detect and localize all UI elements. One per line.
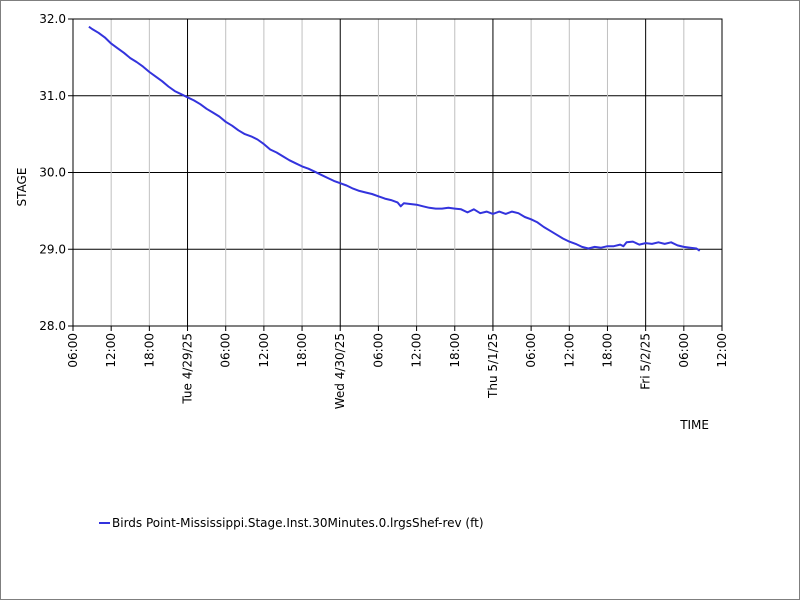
x-tick-label: 06:00 [524, 333, 538, 368]
series-layer [88, 25, 701, 252]
x-tick-label: 12:00 [104, 333, 118, 368]
y-tick-label: 28.0 [39, 319, 66, 333]
x-tick-label: 06:00 [66, 333, 80, 368]
x-tick-label: 12:00 [562, 333, 576, 368]
x-tick-label: 18:00 [142, 333, 156, 368]
x-tick-label: 06:00 [677, 333, 691, 368]
x-tick-label: 12:00 [410, 333, 424, 368]
y-tick-label: 32.0 [39, 12, 66, 26]
x-tick-label: 06:00 [371, 333, 385, 368]
grid-lines [73, 18, 722, 327]
x-tick-label: 18:00 [448, 333, 462, 368]
y-tick-label: 31.0 [39, 89, 66, 103]
y-axis-title: STAGE [15, 168, 29, 207]
x-axis-ticks: 06:00 12:00 18:00 Tue 4/29/25 06:00 12:00 18:0… [66, 326, 729, 409]
y-tick-label: 29.0 [39, 242, 66, 256]
y-axis-ticks: 28.0 29.0 30.0 31.0 32.0 [39, 12, 73, 333]
legend-label: Birds Point-Mississippi.Stage.Inst.30Min… [112, 516, 484, 530]
series-line [88, 25, 701, 252]
y-tick-label: 30.0 [39, 166, 66, 180]
x-tick-label: 12:00 [715, 333, 729, 368]
x-axis-title: TIME [679, 418, 709, 432]
x-tick-label: 18:00 [295, 333, 309, 368]
legend: Birds Point-Mississippi.Stage.Inst.30Min… [99, 516, 484, 530]
x-tick-label: 18:00 [600, 333, 614, 368]
x-tick-label: 06:00 [219, 333, 233, 368]
x-tick-label: Tue 4/29/25 [181, 333, 195, 405]
x-tick-label: Fri 5/2/25 [639, 333, 653, 390]
x-tick-label: 12:00 [257, 333, 271, 368]
x-tick-label: Wed 4/30/25 [333, 333, 347, 409]
x-tick-label: Thu 5/1/25 [486, 333, 500, 399]
